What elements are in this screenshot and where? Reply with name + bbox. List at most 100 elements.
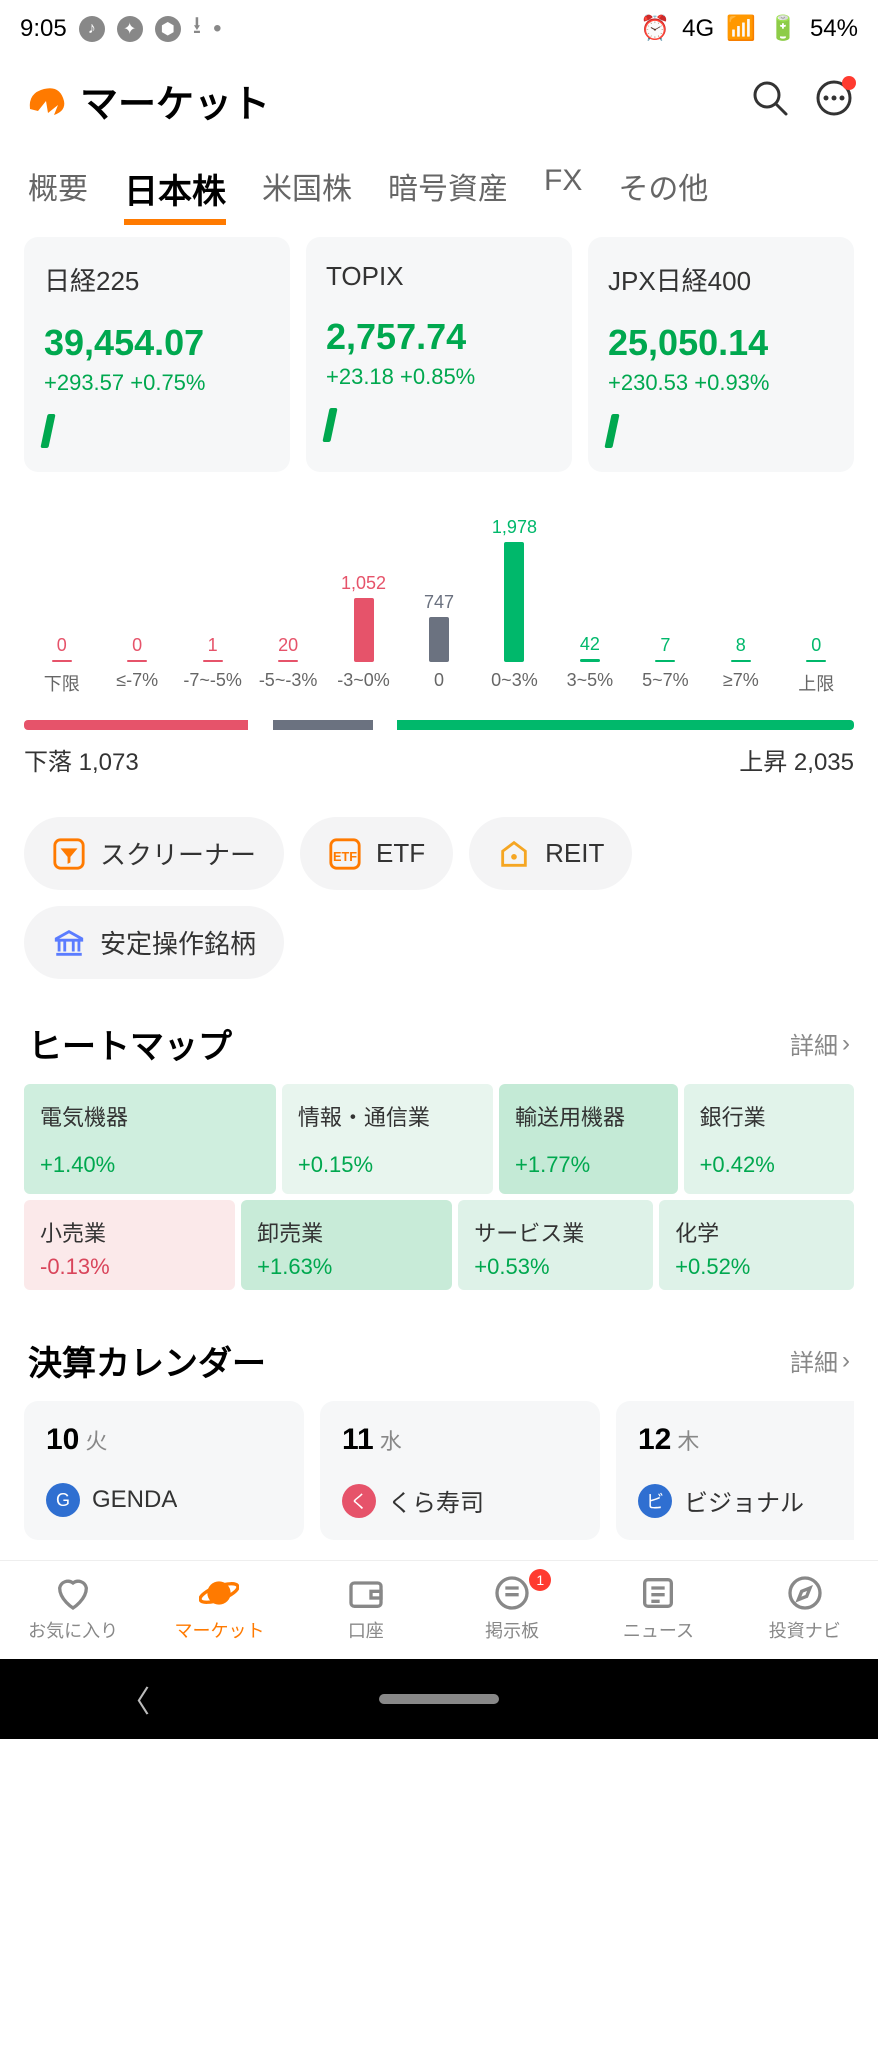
histogram-bar bbox=[655, 660, 675, 662]
cal-date: 11 bbox=[342, 1423, 374, 1456]
tab-5[interactable]: その他 bbox=[618, 164, 708, 225]
status-bar: 9:05 ♪ ✦ ⬢ ⭳ • ⏰ 4G 📶 🔋 54% bbox=[0, 0, 878, 57]
bar-value: 7 bbox=[660, 635, 670, 656]
time: 9:05 bbox=[20, 15, 67, 43]
sector-name: 輸送用機器 bbox=[515, 1100, 662, 1132]
heatmap-cell[interactable]: 輸送用機器 +1.77% bbox=[499, 1084, 678, 1194]
tab-2[interactable]: 米国株 bbox=[262, 164, 352, 225]
index-name: 日経225 bbox=[44, 261, 270, 298]
signal-icon: 📶 bbox=[726, 14, 756, 43]
bar-label: 0 bbox=[401, 670, 476, 696]
sparkline bbox=[322, 408, 337, 442]
histogram-bar bbox=[354, 598, 374, 662]
histogram-bar bbox=[52, 660, 72, 662]
calendar-card-2[interactable]: 12木ビビジョナル bbox=[616, 1401, 854, 1540]
nav-label: お気に入り bbox=[28, 1617, 118, 1643]
bar-value: 0 bbox=[57, 635, 67, 656]
histogram-bar bbox=[203, 660, 223, 662]
app-header: マーケット bbox=[0, 57, 878, 144]
sector-change: +0.42% bbox=[700, 1152, 838, 1178]
nav-wallet[interactable]: 口座 bbox=[293, 1573, 439, 1643]
page-title: マーケット bbox=[80, 73, 270, 128]
chip-label: 安定操作銘柄 bbox=[100, 924, 256, 961]
nav-label: マーケット bbox=[174, 1617, 264, 1643]
back-button[interactable]: 〈 bbox=[120, 1677, 150, 1721]
chip-reit[interactable]: REIT bbox=[469, 817, 632, 890]
tab-0[interactable]: 概要 bbox=[28, 164, 88, 225]
chip-etf[interactable]: ETFETF bbox=[300, 817, 453, 890]
heatmap-cell[interactable]: 化学 +0.52% bbox=[659, 1200, 854, 1290]
heatmap-cell[interactable]: 電気機器 +1.40% bbox=[24, 1084, 276, 1194]
etf-icon: ETF bbox=[328, 837, 362, 871]
heatmap-cell[interactable]: 銀行業+0.42% bbox=[684, 1084, 854, 1194]
notification-dot bbox=[842, 76, 856, 90]
histogram-bar bbox=[429, 617, 449, 662]
chip-filter[interactable]: スクリーナー bbox=[24, 817, 284, 890]
chip-bank[interactable]: 安定操作銘柄 bbox=[24, 906, 284, 979]
battery-pct: 54% bbox=[810, 15, 858, 43]
nav-planet[interactable]: マーケット bbox=[146, 1573, 292, 1643]
index-card-2[interactable]: JPX日経40025,050.14+230.53 +0.93% bbox=[588, 237, 854, 472]
sector-name: 化学 bbox=[675, 1216, 838, 1248]
nav-badge: 1 bbox=[529, 1569, 551, 1591]
dot-icon: • bbox=[213, 15, 221, 43]
index-value: 39,454.07 bbox=[44, 322, 270, 364]
down-count: 下落 1,073 bbox=[24, 742, 139, 777]
bar-label: 上限 bbox=[779, 670, 854, 696]
heatmap-cell[interactable]: 小売業-0.13% bbox=[24, 1200, 235, 1290]
tab-4[interactable]: FX bbox=[544, 164, 582, 225]
sector-change: +0.53% bbox=[474, 1254, 637, 1280]
sector-name: 情報・通信業 bbox=[298, 1100, 477, 1132]
company-badge: ビ bbox=[638, 1484, 672, 1518]
sector-change: +0.52% bbox=[675, 1254, 838, 1280]
tool-chips: スクリーナーETFETF REIT 安定操作銘柄 bbox=[0, 777, 878, 1019]
nav-board[interactable]: 掲示板1 bbox=[439, 1573, 585, 1643]
nav-news[interactable]: ニュース bbox=[585, 1573, 731, 1643]
nav-label: 口座 bbox=[348, 1617, 384, 1643]
index-delta: +230.53 +0.93% bbox=[608, 370, 834, 396]
calendar-card-0[interactable]: 10火GGENDA bbox=[24, 1401, 304, 1540]
tab-3[interactable]: 暗号資産 bbox=[388, 164, 508, 225]
nav-label: 投資ナビ bbox=[769, 1617, 841, 1643]
heatmap-title: ヒートマップ bbox=[28, 1019, 232, 1068]
heatmap-detail-link[interactable]: 詳細› bbox=[790, 1026, 850, 1061]
bar-value: 1,052 bbox=[341, 573, 386, 594]
heatmap-cell[interactable]: サービス業+0.53% bbox=[458, 1200, 653, 1290]
index-value: 2,757.74 bbox=[326, 316, 552, 358]
nav-heart[interactable]: お気に入り bbox=[0, 1573, 146, 1643]
index-name: TOPIX bbox=[326, 261, 552, 292]
index-card-1[interactable]: TOPIX2,757.74+23.18 +0.85% bbox=[306, 237, 572, 472]
sector-name: 電気機器 bbox=[40, 1100, 260, 1132]
menu-button[interactable] bbox=[814, 78, 854, 123]
bar-value: 1 bbox=[208, 635, 218, 656]
search-button[interactable] bbox=[750, 78, 790, 123]
bar-label: -5~-3% bbox=[250, 670, 325, 696]
sector-change: +1.63% bbox=[257, 1254, 436, 1280]
bar-label: -7~-5% bbox=[175, 670, 250, 696]
sector-name: 小売業 bbox=[40, 1216, 219, 1248]
sector-heatmap[interactable]: 電気機器 +1.40% 情報・通信業+0.15% 輸送用機器 +1.77% 銀行業+0.4… bbox=[0, 1084, 878, 1290]
company-badge: く bbox=[342, 1484, 376, 1518]
index-delta: +293.57 +0.75% bbox=[44, 370, 270, 396]
tab-1[interactable]: 日本株 bbox=[124, 164, 226, 225]
index-card-0[interactable]: 日経225 39,454.07 +293.57 +0.75% bbox=[24, 237, 290, 472]
sector-change: +1.40% bbox=[40, 1152, 260, 1178]
calendar-title: 決算カレンダー bbox=[28, 1336, 266, 1385]
calendar-detail-link[interactable]: 詳細› bbox=[790, 1343, 850, 1378]
sector-change: +1.77% bbox=[515, 1152, 662, 1178]
system-nav-bar: 〈 bbox=[0, 1659, 878, 1739]
company-name: GENDA bbox=[92, 1486, 177, 1514]
cal-dow: 木 bbox=[677, 1429, 699, 1454]
heatmap-cell[interactable]: 情報・通信業+0.15% bbox=[282, 1084, 493, 1194]
bar-label: ≥7% bbox=[703, 670, 778, 696]
index-value: 25,050.14 bbox=[608, 322, 834, 364]
nav-compass[interactable]: 投資ナビ bbox=[732, 1573, 878, 1643]
calendar-card-1[interactable]: 11水くくら寿司 bbox=[320, 1401, 600, 1540]
histogram-bar bbox=[731, 660, 751, 662]
chevron-right-icon: › bbox=[842, 1030, 850, 1058]
network-type: 4G bbox=[682, 15, 714, 43]
chip-label: REIT bbox=[545, 838, 604, 869]
heatmap-cell[interactable]: 卸売業+1.63% bbox=[241, 1200, 452, 1290]
home-pill[interactable] bbox=[379, 1694, 499, 1704]
reit-icon bbox=[497, 837, 531, 871]
